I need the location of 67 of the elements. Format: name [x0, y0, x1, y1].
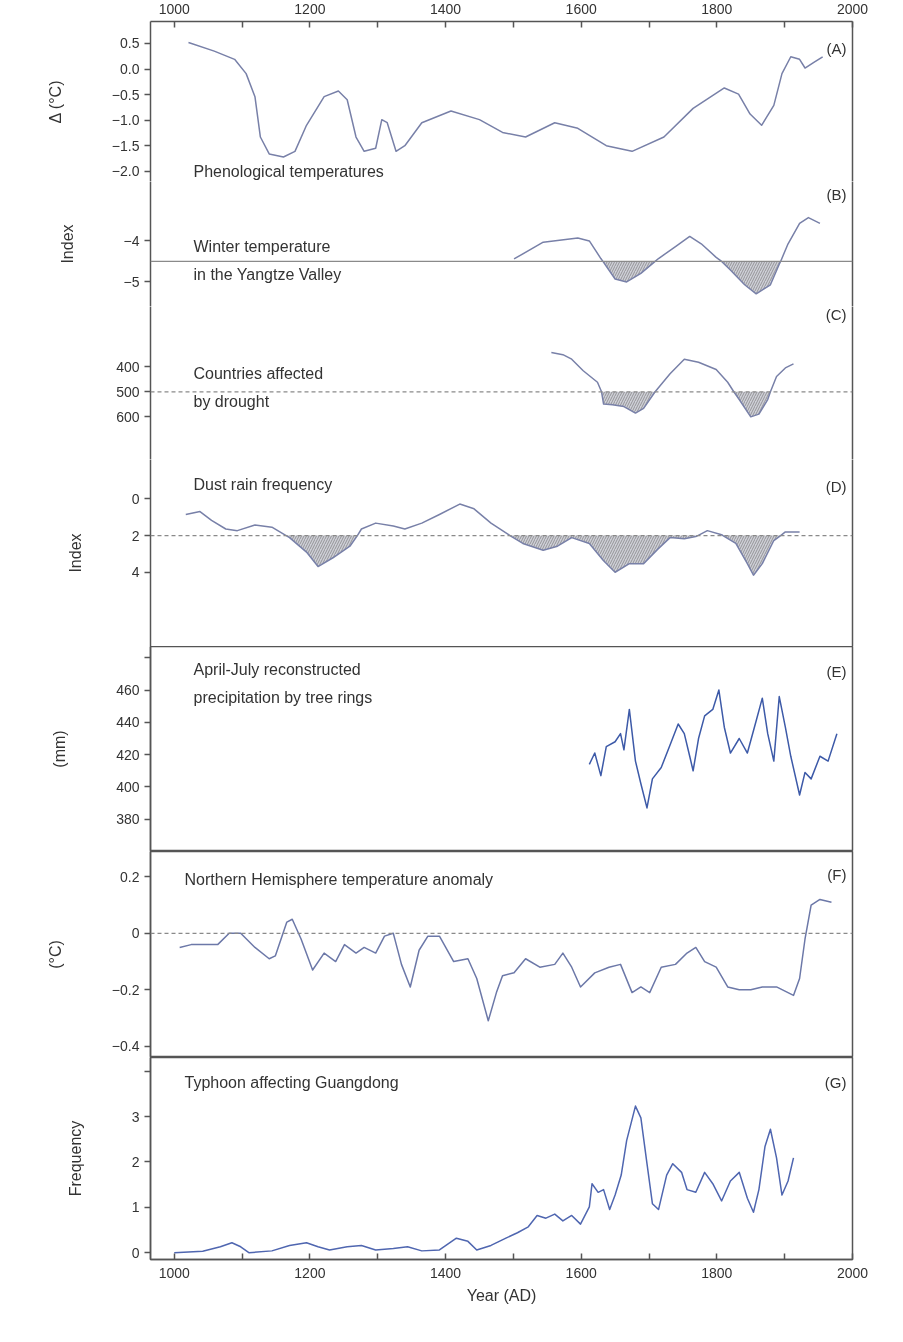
y-tick-label: 440	[116, 714, 140, 731]
x2-tick-label: 1200	[294, 0, 326, 17]
y-tick-label: 3	[131, 1108, 140, 1125]
text: April-July reconstructed precipitation by tree rings	[193, 660, 373, 707]
y-tick-label: 0.0	[120, 61, 140, 78]
y-tick-label: −0.5	[111, 86, 140, 103]
x2-tick-label: 1600	[565, 0, 597, 17]
y-tick-label: 2	[131, 527, 140, 544]
y-tick-label: −0.2	[111, 981, 140, 998]
line-series	[185, 503, 801, 576]
y-axis-title: Frequency	[66, 1120, 84, 1197]
x2-tick-label: 2000	[836, 0, 869, 17]
x-tick-label: 2000	[836, 1264, 869, 1281]
text: Dust rain frequency	[193, 476, 333, 493]
y-tick-label: 4	[131, 564, 140, 581]
y-tick-label: −4	[123, 232, 140, 249]
y-tick-label: 420	[116, 746, 140, 763]
y-tick-label: −5	[123, 273, 140, 290]
text: Countries affected by drought	[193, 364, 324, 411]
y-tick-label: 460	[116, 682, 140, 699]
y-axis-title: (°C)	[46, 940, 64, 969]
annotation: (B)	[826, 186, 847, 203]
line-series	[187, 41, 824, 158]
y-axis-title: Index	[66, 533, 84, 573]
y-tick-label: 380	[116, 811, 140, 828]
annotation: (D)	[825, 478, 847, 495]
annotation: (F)	[827, 866, 847, 883]
y-tick-label: 400	[116, 778, 140, 795]
y-tick-label: 600	[116, 408, 140, 425]
y-tick-label: −2.0	[111, 163, 140, 180]
x-axis-title: Year (AD)	[466, 1286, 537, 1304]
x-tick-label: 1600	[565, 1264, 597, 1281]
text: Northern Hemisphere temperature anomaly	[184, 871, 494, 888]
y-tick-label: 0	[131, 1244, 140, 1261]
annotation: (C)	[825, 306, 847, 323]
y-tick-label: 0	[131, 490, 140, 507]
text: Phenological temperatures	[193, 163, 384, 180]
y-axis-title: Index	[58, 224, 76, 264]
y-axis-title: Δ (°C)	[46, 80, 64, 124]
y-tick-label: 0	[131, 925, 140, 942]
y-tick-label: 0.5	[120, 35, 140, 52]
x-tick-label: 1400	[429, 1264, 462, 1281]
x2-tick-label: 1400	[429, 0, 462, 17]
line-series	[588, 689, 838, 809]
text: Typhoon affecting Guangdong	[184, 1074, 399, 1091]
text: Winter temperature in the Yangtze Valley	[193, 237, 342, 284]
y-tick-label: 1	[131, 1199, 140, 1216]
y-tick-label: −1.0	[111, 112, 140, 129]
x2-tick-label: 1000	[158, 0, 191, 17]
y-tick-label: 0.2	[120, 868, 140, 885]
y-tick-label: −0.4	[111, 1038, 140, 1055]
line-series	[550, 351, 795, 418]
y-tick-label: −1.5	[111, 137, 140, 154]
x-tick-label: 1800	[701, 1264, 733, 1281]
annotation: (G)	[824, 1074, 847, 1091]
y-tick-label: 500	[116, 383, 140, 400]
annotation: (A)	[826, 40, 847, 57]
x2-tick-label: 1800	[701, 0, 733, 17]
x-tick-label: 1200	[294, 1264, 326, 1281]
y-tick-label: 2	[131, 1153, 140, 1170]
annotation: (E)	[826, 663, 847, 680]
x-tick-label: 1000	[158, 1264, 191, 1281]
line-series	[173, 1105, 795, 1254]
y-tick-label: 400	[116, 358, 140, 375]
y-axis-title: (mm)	[51, 730, 69, 768]
line-series	[513, 216, 821, 295]
line-series	[178, 898, 833, 1022]
